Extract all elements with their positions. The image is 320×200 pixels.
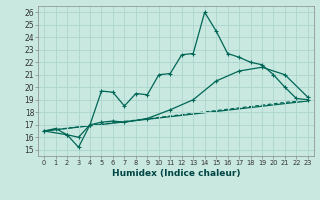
X-axis label: Humidex (Indice chaleur): Humidex (Indice chaleur)	[112, 169, 240, 178]
